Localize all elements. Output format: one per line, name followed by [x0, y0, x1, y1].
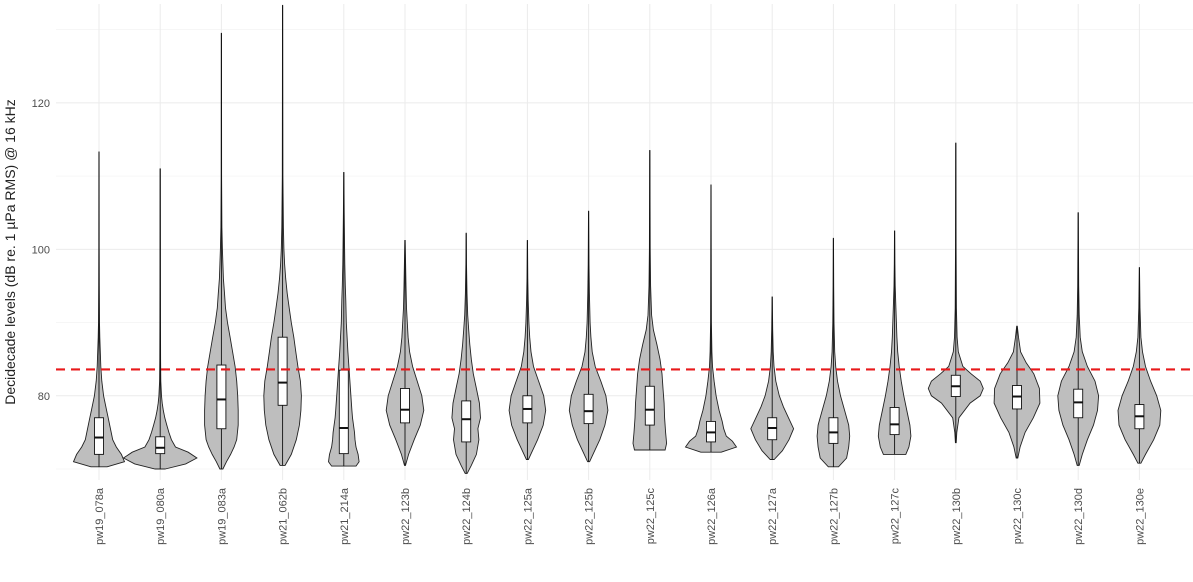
violin-group	[632, 150, 668, 451]
x-tick-label: pw22_130e	[1134, 488, 1146, 545]
violin-group	[1117, 267, 1162, 464]
violin-group	[122, 168, 198, 470]
x-tick-label: pw22_123b	[400, 488, 412, 545]
x-tick-label: pw22_126a	[706, 487, 718, 545]
x-tick-label: pw22_127a	[767, 487, 779, 545]
x-tick-label: pw22_130b	[951, 488, 963, 545]
y-tick-label: 100	[32, 244, 50, 256]
violin-group	[816, 237, 851, 468]
iqr-box	[583, 393, 594, 425]
violin-group	[750, 296, 795, 460]
x-tick-label: pw22_127b	[828, 488, 840, 545]
x-tick-label: pw19_078a	[94, 487, 106, 545]
violin-group	[385, 240, 425, 466]
x-tick-label: pw22_124b	[461, 488, 473, 545]
x-tick-label: pw21_062b	[278, 488, 290, 545]
x-tick-labels: pw19_078a pw19_080a pw19_083a pw21_062b pw21…	[94, 487, 1146, 545]
violin-group	[451, 232, 481, 474]
violin-group	[993, 325, 1041, 459]
violin-group	[508, 240, 547, 460]
x-tick-label: pw22_125c	[645, 488, 657, 545]
iqr-box	[400, 388, 410, 424]
violin-group	[328, 171, 360, 467]
x-tick-label: pw21_214a	[339, 487, 351, 545]
iqr-box	[216, 364, 227, 430]
y-tick-label: 80	[38, 391, 50, 403]
y-tick-label: 120	[32, 98, 50, 110]
x-tick-label: pw22_127c	[890, 488, 902, 545]
violin-group	[72, 151, 126, 468]
x-tick-label: pw22_125b	[584, 488, 596, 545]
iqr-box	[94, 417, 104, 455]
iqr-box	[461, 400, 472, 443]
iqr-box	[889, 407, 900, 436]
violins	[72, 5, 1162, 474]
violin-group	[684, 184, 738, 453]
violin-group	[568, 210, 609, 463]
x-tick-label: pw22_125a	[522, 487, 534, 545]
violin-group	[927, 142, 984, 444]
y-axis-title: Decidecade levels (dB re. 1 µPa RMS) @ 1…	[2, 99, 18, 405]
violin-group	[204, 32, 239, 470]
x-tick-label: pw19_080a	[155, 487, 167, 545]
iqr-box	[1073, 388, 1084, 419]
iqr-box	[828, 417, 839, 444]
iqr-box	[338, 369, 349, 455]
violin-group	[1057, 212, 1100, 466]
iqr-box	[644, 385, 655, 426]
iqr-box	[277, 336, 288, 406]
iqr-box	[155, 436, 166, 455]
x-tick-label: pw19_083a	[216, 487, 228, 545]
violin-group	[877, 230, 912, 455]
y-tick-labels: 80 100 120	[32, 98, 50, 403]
violin-group	[263, 5, 302, 466]
x-tick-label: pw22_130c	[1012, 488, 1024, 545]
x-tick-label: pw22_130d	[1073, 488, 1085, 545]
